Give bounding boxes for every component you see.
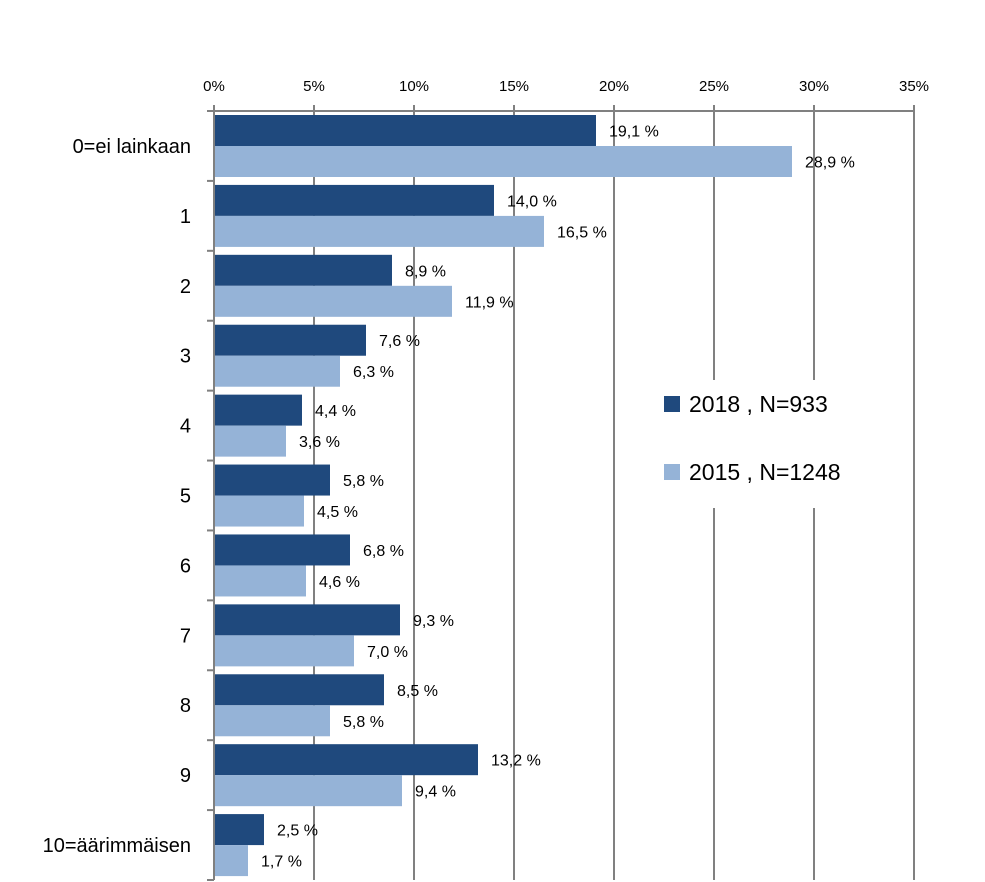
bar — [214, 355, 340, 387]
category-label: 7 — [180, 625, 191, 647]
x-tick-label: 20% — [599, 78, 629, 95]
data-label: 6,8 % — [363, 543, 404, 560]
category-label: 9 — [180, 765, 191, 787]
category-label: 1 — [180, 206, 191, 228]
bar — [214, 814, 264, 846]
bar — [214, 285, 452, 317]
category-labels: 0=ei lainkaan 1 2 3 4 5 6 7 8 9 10=äärimmäisen — [43, 136, 191, 857]
data-label: 4,5 % — [317, 504, 358, 521]
bar — [214, 635, 354, 667]
x-tick-labels: 0% 5% 10% 15% 20% 25% 30% 35% — [203, 78, 929, 95]
x-tick-label: 5% — [303, 78, 325, 95]
bar — [214, 775, 402, 807]
data-label: 9,4 % — [415, 784, 456, 801]
data-label: 28,9 % — [805, 155, 855, 172]
bar — [214, 146, 792, 177]
category-label: 10=äärimmäisen — [43, 835, 191, 857]
x-tick-label: 0% — [203, 78, 225, 95]
data-label: 5,8 % — [343, 714, 384, 731]
data-label: 1,7 % — [261, 854, 302, 871]
bar — [214, 115, 596, 146]
category-label: 5 — [180, 486, 191, 508]
category-label: 4 — [180, 416, 191, 438]
data-label: 4,6 % — [319, 574, 360, 591]
legend: 2018 , N=933 2015 , N=1248 — [648, 380, 876, 508]
data-label: 5,8 % — [343, 473, 384, 490]
bar — [214, 705, 330, 737]
axes — [207, 105, 915, 881]
bar — [214, 394, 302, 426]
legend-swatch — [664, 396, 680, 412]
data-label: 7,0 % — [367, 644, 408, 661]
bar — [214, 534, 350, 566]
data-label: 8,9 % — [405, 263, 446, 280]
bars — [214, 115, 792, 877]
category-label: 2 — [180, 276, 191, 298]
data-label: 19,1 % — [609, 124, 659, 141]
data-label: 6,3 % — [353, 364, 394, 381]
bar — [214, 845, 248, 877]
bar — [214, 254, 392, 286]
data-label: 2,5 % — [277, 823, 318, 840]
data-label: 14,0 % — [507, 193, 557, 210]
bar — [214, 744, 478, 776]
data-label: 16,5 % — [557, 224, 607, 241]
data-label: 3,6 % — [299, 434, 340, 451]
data-label: 4,4 % — [315, 403, 356, 420]
bar — [214, 674, 384, 706]
legend-label: 2015 , N=1248 — [689, 459, 841, 485]
x-tick-label: 25% — [699, 78, 729, 95]
data-label: 7,6 % — [379, 333, 420, 350]
data-labels: 19,1 % 28,9 % 14,0 %16,5 % 8,9 % 11,9 % 7,6 %… — [261, 124, 855, 871]
data-label: 11,9 % — [465, 294, 514, 311]
category-label: 0=ei lainkaan — [73, 136, 191, 158]
bar — [214, 215, 544, 247]
data-label: 8,5 % — [397, 683, 438, 700]
x-tick-label: 15% — [499, 78, 529, 95]
bar — [214, 425, 286, 457]
data-label: 9,3 % — [413, 613, 454, 630]
x-tick-label: 30% — [799, 78, 829, 95]
bar — [214, 464, 330, 496]
category-label: 3 — [180, 346, 191, 368]
bar — [214, 565, 306, 597]
legend-label: 2018 , N=933 — [689, 391, 828, 417]
legend-background — [648, 380, 876, 508]
legend-swatch — [664, 464, 680, 480]
category-label: 8 — [180, 695, 191, 717]
data-label: 13,2 % — [491, 753, 541, 770]
x-tick-label: 10% — [399, 78, 429, 95]
x-tick-label: 35% — [899, 78, 929, 95]
bar — [214, 495, 304, 527]
bar — [214, 604, 400, 636]
bar — [214, 184, 494, 216]
bar — [214, 324, 366, 356]
category-label: 6 — [180, 555, 191, 577]
